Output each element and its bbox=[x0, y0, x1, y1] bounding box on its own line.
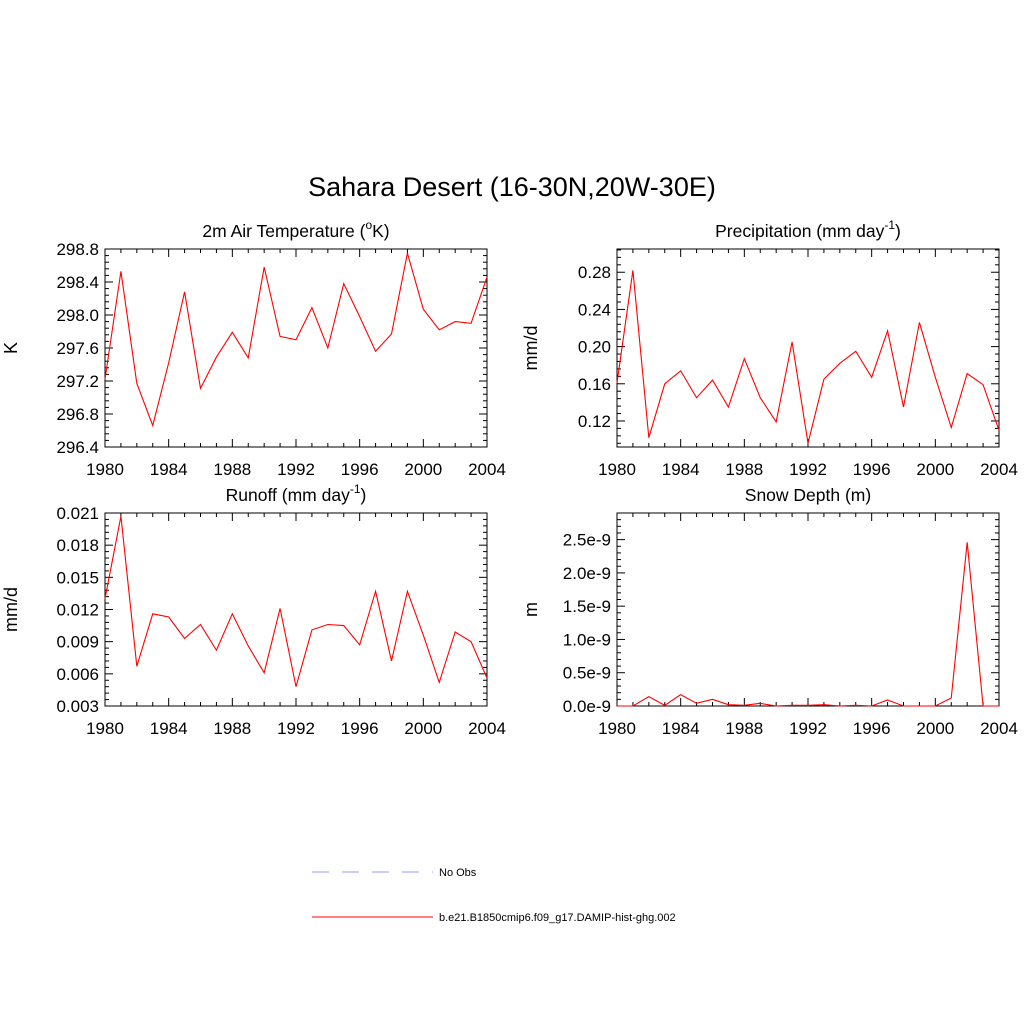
panel-title: 2m Air Temperature (oK) bbox=[202, 218, 389, 241]
panel-title: Snow Depth (m) bbox=[745, 485, 871, 505]
panel-title-end: ) bbox=[895, 221, 901, 241]
y-tick-label: 0.021 bbox=[56, 504, 99, 523]
x-tick-label: 1992 bbox=[277, 460, 315, 479]
x-tick-label: 1988 bbox=[725, 719, 763, 738]
y-tick-label: 0.0e-9 bbox=[563, 697, 611, 716]
x-tick-label: 1996 bbox=[341, 719, 379, 738]
x-tick-label: 1980 bbox=[598, 719, 636, 738]
plot-frame bbox=[104, 512, 488, 707]
x-tick-label: 1992 bbox=[789, 460, 827, 479]
y-tick-label: 0.018 bbox=[56, 536, 99, 555]
x-tick-label: 1984 bbox=[662, 460, 700, 479]
x-tick-label: 1996 bbox=[341, 460, 379, 479]
x-tick-label: 1992 bbox=[789, 719, 827, 738]
x-tick-label: 1988 bbox=[213, 460, 251, 479]
x-tick-label: 2000 bbox=[404, 719, 442, 738]
x-tick-label: 2000 bbox=[404, 460, 442, 479]
series-line-1 bbox=[104, 516, 488, 687]
series-line-1 bbox=[617, 542, 999, 707]
panel-title-superscript: -1 bbox=[350, 482, 361, 496]
x-tick-label: 1980 bbox=[598, 460, 636, 479]
plot-frame bbox=[104, 248, 488, 448]
legend-label-1: No Obs bbox=[439, 867, 477, 879]
y-tick-label: 298.0 bbox=[56, 306, 99, 325]
plot-frame bbox=[616, 248, 1000, 448]
y-tick-label: 296.4 bbox=[56, 438, 99, 457]
y-tick-label: 0.24 bbox=[578, 300, 611, 319]
y-axis-label: mm/d bbox=[1, 587, 21, 632]
y-tick-label: 0.16 bbox=[578, 375, 611, 394]
panel-title-superscript: -1 bbox=[884, 218, 895, 232]
y-tick-label: 0.20 bbox=[578, 338, 611, 357]
y-tick-label: 296.8 bbox=[56, 405, 99, 424]
x-tick-label: 1984 bbox=[150, 719, 188, 738]
panel-title-main: Snow Depth (m) bbox=[745, 485, 871, 505]
panel-title-end: ) bbox=[361, 485, 367, 505]
panel-title-main: 2m Air Temperature ( bbox=[202, 221, 365, 241]
y-tick-label: 0.006 bbox=[56, 665, 99, 684]
x-tick-label: 2000 bbox=[916, 460, 954, 479]
y-tick-label: 1.0e-9 bbox=[563, 630, 611, 649]
panels: 1980 1984 1988 1992 1996 2000 2004 296.4 296.8 29… bbox=[1, 218, 1018, 738]
y-tick-label: 0.12 bbox=[578, 412, 611, 431]
panel-title: Runoff (mm day-1) bbox=[226, 482, 367, 505]
y-tick-label: 0.015 bbox=[56, 568, 99, 587]
legend: No Obs b.e21.B1850cmip6.f09_g17.DAMIP-his… bbox=[312, 867, 676, 924]
y-tick-label: 298.8 bbox=[56, 240, 99, 259]
y-axis-label: mm/d bbox=[521, 326, 541, 371]
x-tick-label: 1992 bbox=[277, 719, 315, 738]
x-tick-label: 1984 bbox=[150, 460, 188, 479]
figure-title: Sahara Desert (16-30N,20W-30E) bbox=[308, 172, 716, 202]
panel-4: 1980 1984 1988 1992 1996 2000 2004 0.0e-9 0.5e-9… bbox=[521, 485, 1018, 738]
y-tick-label: 1.5e-9 bbox=[563, 597, 611, 616]
panel-2: 1980 1984 1988 1992 1996 2000 2004 0.12 0.16 0.20… bbox=[521, 218, 1018, 479]
panel-title-superscript: o bbox=[365, 218, 372, 232]
y-tick-label: 0.5e-9 bbox=[563, 664, 611, 683]
panel-1: 1980 1984 1988 1992 1996 2000 2004 296.4 296.8 29… bbox=[1, 218, 506, 479]
y-tick-label: 0.012 bbox=[56, 601, 99, 620]
x-tick-label: 2004 bbox=[468, 719, 506, 738]
x-tick-label: 1988 bbox=[725, 460, 763, 479]
panel-title-main: Precipitation (mm day bbox=[715, 221, 884, 241]
panel-title-main: Runoff (mm day bbox=[226, 485, 350, 505]
x-tick-label: 1984 bbox=[662, 719, 700, 738]
series-line-1 bbox=[616, 270, 1000, 444]
y-tick-label: 298.4 bbox=[56, 273, 99, 292]
y-tick-label: 0.003 bbox=[56, 697, 99, 716]
panel-title: Precipitation (mm day-1) bbox=[715, 218, 901, 241]
plot-frame bbox=[616, 512, 1000, 707]
panel-3: 1980 1984 1988 1992 1996 2000 2004 0.003 0.006 0.… bbox=[1, 482, 506, 738]
y-tick-label: 0.28 bbox=[578, 263, 611, 282]
y-tick-label: 0.009 bbox=[56, 633, 99, 652]
x-tick-label: 1996 bbox=[853, 460, 891, 479]
y-tick-label: 297.2 bbox=[56, 372, 99, 391]
x-tick-label: 2000 bbox=[916, 719, 954, 738]
x-tick-label: 2004 bbox=[980, 460, 1018, 479]
x-tick-label: 1988 bbox=[213, 719, 251, 738]
x-tick-label: 1980 bbox=[86, 460, 124, 479]
y-axis-label: m bbox=[521, 602, 541, 617]
y-tick-label: 297.6 bbox=[56, 339, 99, 358]
y-axis-label: K bbox=[1, 342, 21, 354]
series-line-1 bbox=[104, 252, 488, 428]
legend-label-2: b.e21.B1850cmip6.f09_g17.DAMIP-hist-ghg.… bbox=[439, 912, 676, 924]
x-tick-label: 1980 bbox=[86, 719, 124, 738]
x-tick-label: 2004 bbox=[468, 460, 506, 479]
x-tick-label: 1996 bbox=[853, 719, 891, 738]
y-tick-label: 2.5e-9 bbox=[563, 531, 611, 550]
x-tick-label: 2004 bbox=[980, 719, 1018, 738]
y-tick-label: 2.0e-9 bbox=[563, 564, 611, 583]
panel-title-end: K) bbox=[372, 221, 390, 241]
